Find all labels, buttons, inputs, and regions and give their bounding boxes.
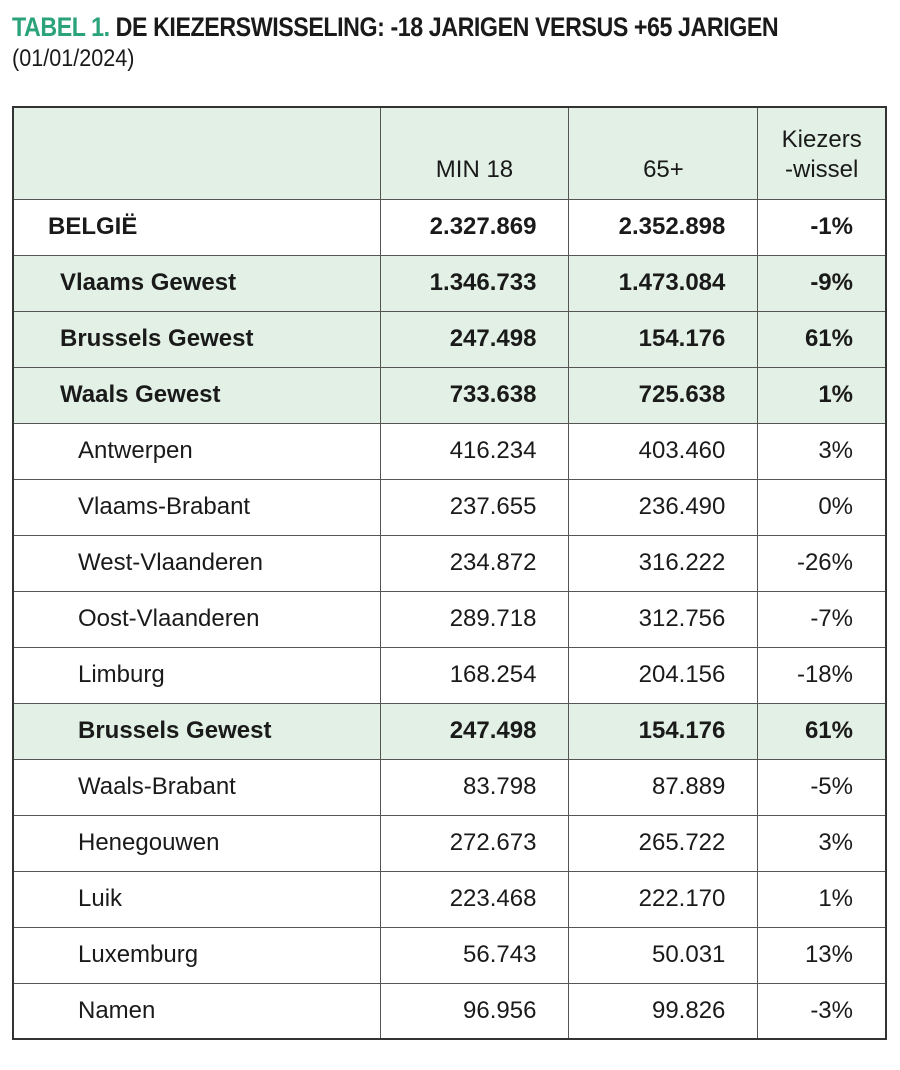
row-label: West-Vlaanderen (12, 534, 381, 592)
cell: 61% (757, 310, 887, 368)
row-label: Luxemburg (12, 926, 381, 984)
cell: 1% (757, 366, 887, 424)
cell: 2.352.898 (568, 198, 759, 256)
row-label: Brussels Gewest (12, 702, 381, 760)
table-row: Henegouwen 272.673 265.722 3% (12, 814, 887, 872)
table-row: Antwerpen 416.234 403.460 3% (12, 422, 887, 480)
cell: 83.798 (379, 758, 570, 816)
header: TABEL 1. DE KIEZERSWISSELING: -18 JARIGE… (12, 12, 892, 73)
cell: 154.176 (568, 310, 759, 368)
cell: 3% (757, 814, 887, 872)
table-row: Waals Gewest 733.638 725.638 1% (12, 366, 887, 424)
cell: 99.826 (568, 982, 759, 1040)
data-table: MIN 18 65+ Kiezers -wissel BELGIË 2.327.869… (12, 106, 887, 1040)
table-row: Vlaams Gewest 1.346.733 1.473.084 -9% (12, 254, 887, 312)
table-row: Vlaams-Brabant 237.655 236.490 0% (12, 478, 887, 536)
cell: 289.718 (379, 590, 570, 648)
cell: 222.170 (568, 870, 759, 928)
column-header: Kiezers -wissel (757, 106, 887, 200)
cell: 236.490 (568, 478, 759, 536)
cell: 154.176 (568, 702, 759, 760)
cell: -5% (757, 758, 887, 816)
row-label: Vlaams Gewest (12, 254, 381, 312)
header-row: MIN 18 65+ Kiezers -wissel (12, 106, 887, 200)
table-row: Luik 223.468 222.170 1% (12, 870, 887, 928)
table-row: West-Vlaanderen 234.872 316.222 -26% (12, 534, 887, 592)
column-header: MIN 18 (379, 106, 570, 200)
cell: 247.498 (379, 310, 570, 368)
cell: 13% (757, 926, 887, 984)
cell: 403.460 (568, 422, 759, 480)
cell: 3% (757, 422, 887, 480)
cell: 234.872 (379, 534, 570, 592)
title: TABEL 1. DE KIEZERSWISSELING: -18 JARIGE… (12, 12, 779, 43)
row-label: Henegouwen (12, 814, 381, 872)
cell: -1% (757, 198, 887, 256)
cell: 2.327.869 (379, 198, 570, 256)
cell: 272.673 (379, 814, 570, 872)
cell: -9% (757, 254, 887, 312)
cell: 223.468 (379, 870, 570, 928)
cell: 312.756 (568, 590, 759, 648)
row-label: Waals-Brabant (12, 758, 381, 816)
row-label: BELGIË (12, 198, 381, 256)
cell: -7% (757, 590, 887, 648)
cell: 1% (757, 870, 887, 928)
subtitle: (01/01/2024) (12, 45, 135, 72)
row-label: Namen (12, 982, 381, 1040)
cell: 733.638 (379, 366, 570, 424)
row-label: Luik (12, 870, 381, 928)
cell: 416.234 (379, 422, 570, 480)
row-label: Antwerpen (12, 422, 381, 480)
table-label: TABEL 1. (12, 12, 110, 42)
cell: 50.031 (568, 926, 759, 984)
column-header (12, 106, 381, 200)
table-row: BELGIË 2.327.869 2.352.898 -1% (12, 198, 887, 256)
cell: 87.889 (568, 758, 759, 816)
table-row: Brussels Gewest 247.498 154.176 61% (12, 702, 887, 760)
row-label: Vlaams-Brabant (12, 478, 381, 536)
column-header: 65+ (568, 106, 759, 200)
cell: 247.498 (379, 702, 570, 760)
cell: 265.722 (568, 814, 759, 872)
cell: 56.743 (379, 926, 570, 984)
cell: 316.222 (568, 534, 759, 592)
cell: 725.638 (568, 366, 759, 424)
cell: 1.346.733 (379, 254, 570, 312)
cell: 61% (757, 702, 887, 760)
table-title: DE KIEZERSWISSELING: -18 JARIGEN VERSUS … (115, 12, 779, 42)
cell: 1.473.084 (568, 254, 759, 312)
cell: -18% (757, 646, 887, 704)
row-label: Limburg (12, 646, 381, 704)
cell: 0% (757, 478, 887, 536)
table-row: Namen 96.956 99.826 -3% (12, 982, 887, 1040)
table-row: Luxemburg 56.743 50.031 13% (12, 926, 887, 984)
table-row: Waals-Brabant 83.798 87.889 -5% (12, 758, 887, 816)
row-label: Oost-Vlaanderen (12, 590, 381, 648)
cell: -3% (757, 982, 887, 1040)
row-label: Waals Gewest (12, 366, 381, 424)
cell: 96.956 (379, 982, 570, 1040)
cell: 204.156 (568, 646, 759, 704)
cell: -26% (757, 534, 887, 592)
table-row: Brussels Gewest 247.498 154.176 61% (12, 310, 887, 368)
cell: 168.254 (379, 646, 570, 704)
table-row: Limburg 168.254 204.156 -18% (12, 646, 887, 704)
cell: 237.655 (379, 478, 570, 536)
table-row: Oost-Vlaanderen 289.718 312.756 -7% (12, 590, 887, 648)
row-label: Brussels Gewest (12, 310, 381, 368)
table-body: BELGIË 2.327.869 2.352.898 -1% Vlaams Gewest… (12, 198, 887, 1040)
